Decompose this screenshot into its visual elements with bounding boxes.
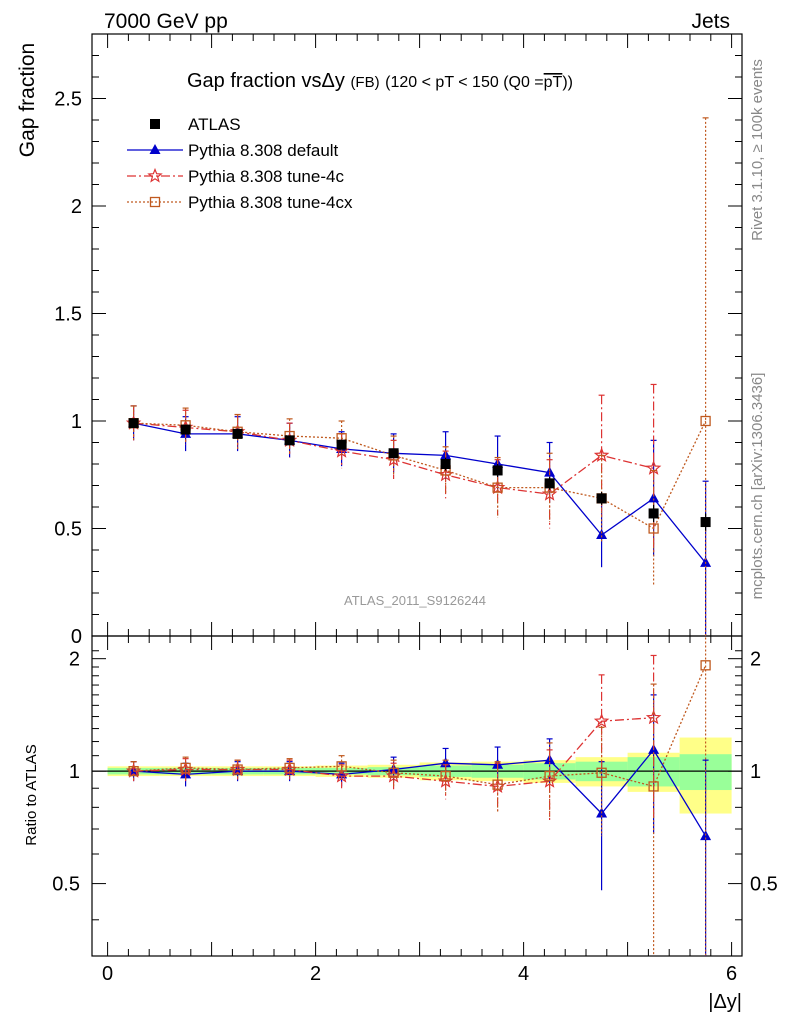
legend: ATLAS Pythia 8.308 default Pythia 8.308 tu… [127, 115, 353, 212]
main-y-tick-label: 1 [71, 411, 82, 433]
data-point [700, 660, 711, 671]
data-point [440, 459, 451, 469]
legend-entry: Pythia 8.308 tune-4c [127, 167, 344, 186]
data-point [284, 435, 295, 446]
ratio-y-tick-label: 2 [69, 649, 80, 671]
data-point [593, 713, 610, 728]
header-right-label: Jets [691, 10, 730, 33]
axes: 0 2 4 600.511.522.50.5 0.51 12 2 [52, 33, 778, 985]
legend-entry: Pythia 8.308 tune-4cx [127, 193, 353, 212]
ratio-y-tick-label-right: 2 [750, 649, 761, 671]
data-point [284, 762, 295, 774]
data-point [648, 492, 660, 503]
series-line [133, 748, 707, 837]
data-point [492, 482, 503, 493]
data-point [336, 761, 347, 772]
data-point [648, 781, 659, 792]
main-y-tick-label: 0 [71, 626, 82, 648]
legend-label: Pythia 8.308 tune-4c [188, 167, 344, 186]
ratio-y-tick-label: 0.5 [52, 874, 80, 896]
data-point [388, 448, 399, 459]
data-point [596, 493, 607, 504]
series-pythia-8-308-tune-4cx [128, 636, 711, 956]
x-tick-label: 0 [102, 963, 113, 985]
x-tick-label: 2 [310, 963, 321, 985]
data-point [593, 447, 610, 463]
x-tick-label: 6 [726, 963, 737, 985]
legend-label: Pythia 8.308 default [188, 141, 339, 160]
data-point [333, 767, 350, 783]
mcplots-label: mcplots.cern.ch [arXiv:1306.3436] [749, 373, 766, 600]
series-line [133, 422, 707, 564]
ratio-panel-frame [91, 635, 743, 957]
legend-entry: ATLAS [150, 115, 241, 134]
header-left-label: 7000 GeV pp [104, 10, 228, 33]
data-point [700, 415, 711, 427]
ratio-y-tick-label: 1 [69, 761, 80, 783]
main-y-tick-label: 0.5 [54, 519, 82, 541]
data-point [232, 764, 243, 775]
main-y-tick-label: 2.5 [54, 89, 82, 111]
main-y-tick-label: 2 [71, 196, 82, 218]
data-point [700, 517, 711, 528]
legend-label: Pythia 8.308 tune-4cx [188, 193, 353, 212]
ratio-series-layer [125, 636, 712, 956]
svg-text:Gap fraction vsΔy (FB): Gap fraction vsΔy (FB) (120 < pT < 150 (… [187, 70, 573, 92]
data-point [180, 424, 191, 435]
plot-title-cut: (120 < pT < 150 (Q0 = [385, 74, 543, 91]
legend-entry: Pythia 8.308 default [127, 141, 339, 160]
analysis-watermark: ATLAS_2011_S9126244 [344, 593, 486, 608]
main-y-tick-label: 1.5 [54, 304, 82, 326]
ratio-y-tick-label-right: 0.5 [750, 874, 778, 896]
plot-title-cut-over: pT [544, 74, 563, 91]
series-atlas [128, 418, 711, 531]
data-point [492, 465, 503, 476]
legend-label: ATLAS [188, 115, 241, 134]
data-point [440, 770, 451, 782]
data-point [388, 767, 399, 778]
data-point [180, 762, 191, 774]
data-point [596, 767, 607, 778]
data-point [544, 478, 555, 489]
legend-marker [150, 119, 160, 129]
data-point [544, 466, 556, 477]
ratio-xlabel: |Δy| [708, 991, 742, 1013]
series-line [133, 420, 707, 530]
data-point [596, 528, 608, 539]
data-point [336, 439, 347, 450]
plot-title-main: Gap fraction vsΔy [187, 70, 345, 92]
data-point [544, 770, 555, 782]
ratio-ylabel: Ratio to ATLAS [23, 744, 40, 845]
rivet-label: Rivet 3.1.10, ≥ 100k events [749, 59, 766, 241]
x-tick-label: 4 [518, 963, 529, 985]
main-series-layer [125, 117, 712, 636]
data-point [128, 765, 139, 777]
plot-title: Gap fraction vsΔy (FB) (120 < pT < 150 (… [187, 70, 573, 92]
series-pythia-8-308-tune-4c [125, 654, 662, 820]
series-pythia-8-308-default [128, 694, 712, 956]
data-point [648, 523, 659, 534]
data-point [492, 779, 503, 790]
plot-title-small: (FB) [350, 74, 379, 91]
legend-marker [149, 196, 161, 208]
data-point [128, 418, 139, 429]
plot-title-cut-close: )) [562, 74, 573, 91]
data-point [232, 428, 243, 439]
legend-marker [147, 167, 163, 183]
legend-marker [149, 144, 161, 154]
series-pythia-8-308-default [128, 405, 712, 636]
ratio-y-tick-label-right: 1 [750, 761, 761, 783]
main-ylabel: Gap fraction [16, 43, 39, 157]
data-point [648, 508, 659, 519]
